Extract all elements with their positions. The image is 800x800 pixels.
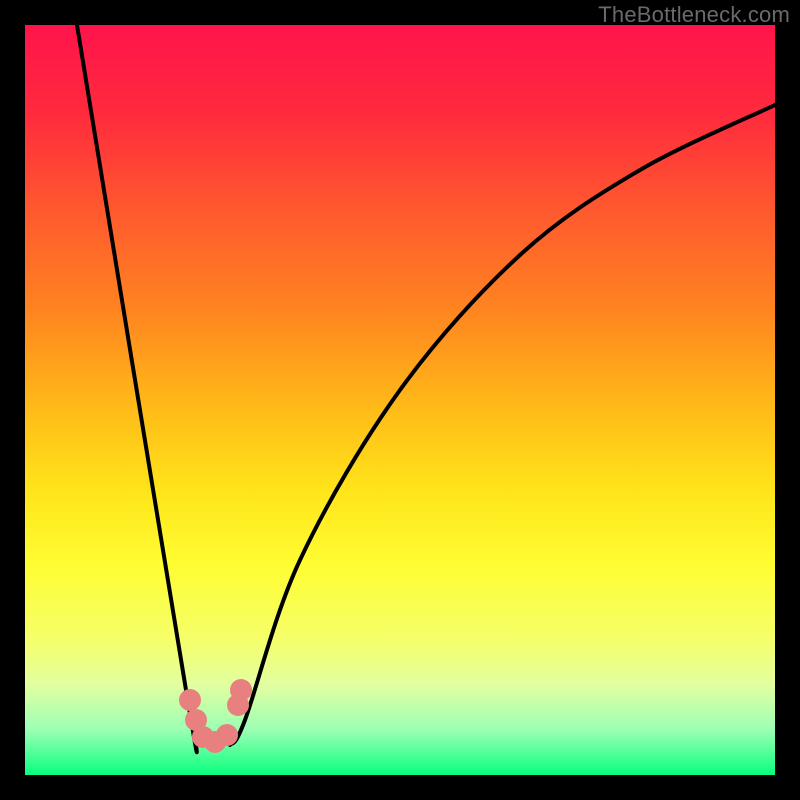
- marker-dot: [179, 689, 201, 711]
- marker-dot: [230, 679, 252, 701]
- marker-dot: [216, 724, 238, 746]
- bottleneck-chart: [0, 0, 800, 800]
- watermark-text: TheBottleneck.com: [598, 2, 790, 28]
